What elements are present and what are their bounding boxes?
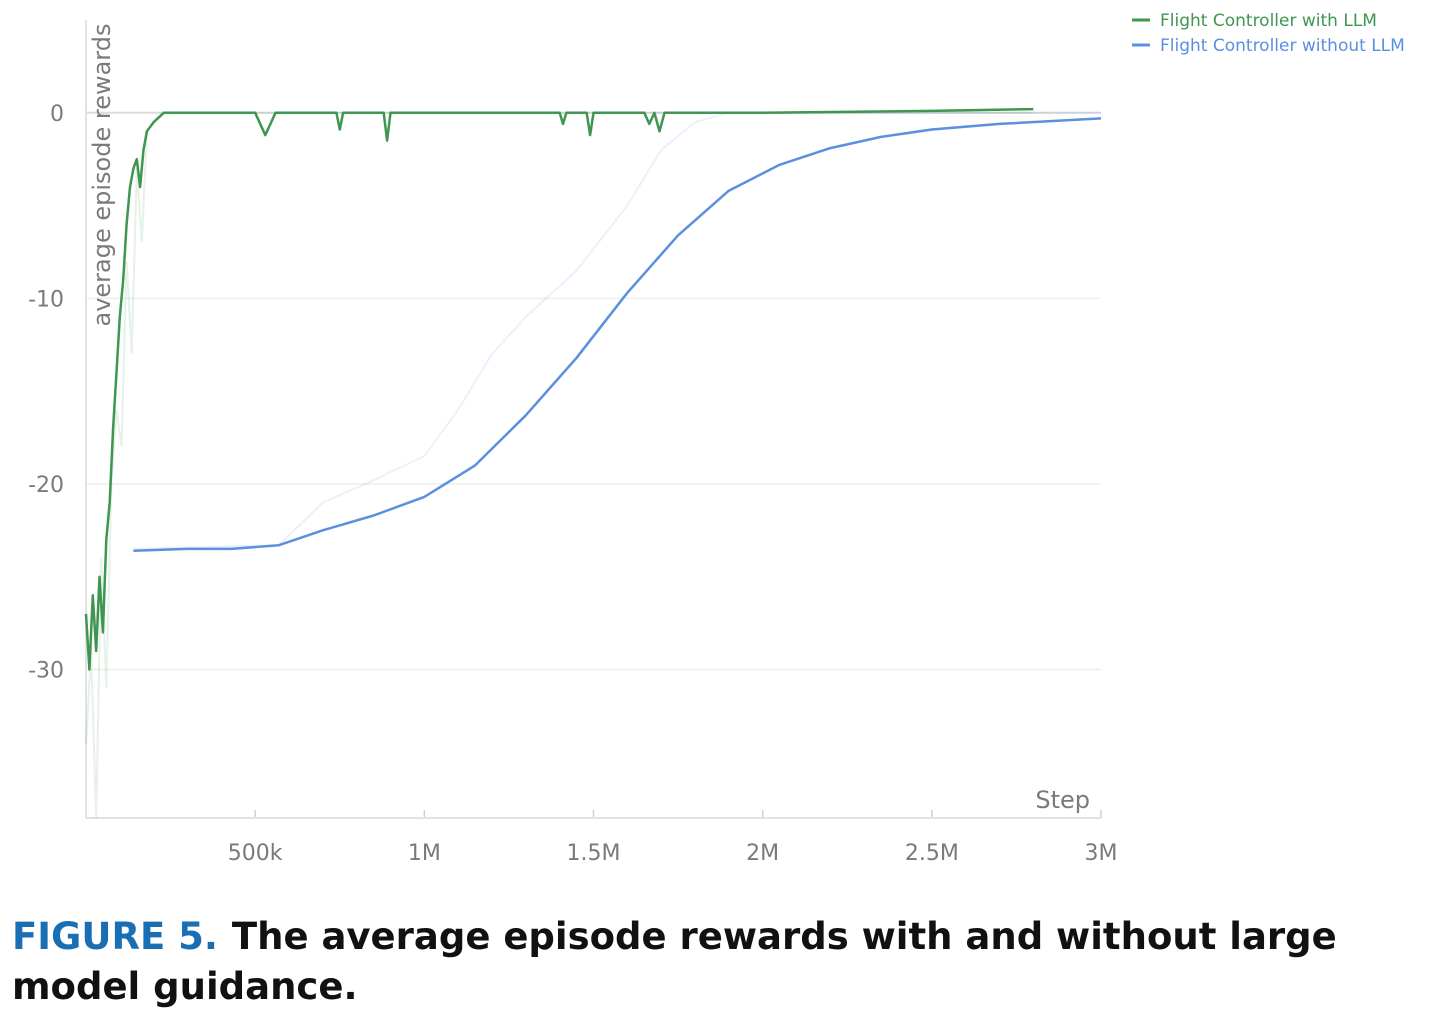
y-tick-label: -10 <box>28 287 64 312</box>
x-tick-label: 2.5M <box>905 841 959 866</box>
reward-chart: 0 -10 -20 -30 500k 1M 1.5M 2M 2.5M 3M average epi… <box>28 11 1405 866</box>
line-series-2 <box>133 117 1102 553</box>
legend: Flight Controller with LLM Flight Control… <box>1132 11 1405 56</box>
x-tick-label: 1M <box>408 841 441 866</box>
x-tick-label: 2M <box>746 841 779 866</box>
grid <box>86 111 1102 818</box>
line-series-1 <box>84 107 1034 671</box>
figure-label: FIGURE 5. <box>12 915 218 958</box>
axes <box>85 20 1101 819</box>
x-tick-label: 3M <box>1085 841 1118 866</box>
tick-labels: 0 -10 -20 -30 500k 1M 1.5M 2M 2.5M 3M <box>28 102 1117 866</box>
raw-series <box>85 111 1101 819</box>
smoothed-series <box>84 107 1102 671</box>
y-axis-label: average episode rewards <box>88 24 116 327</box>
y-tick-label: 0 <box>50 102 64 127</box>
y-tick-label: -30 <box>28 659 64 684</box>
raw-line-series-1 <box>85 111 1034 819</box>
legend-label: Flight Controller without LLM <box>1160 36 1405 56</box>
y-tick-label: -20 <box>28 473 64 498</box>
raw-line-series-2 <box>133 111 1101 550</box>
x-axis-label: Step <box>1035 786 1090 814</box>
figure-caption: FIGURE 5. The average episode rewards wit… <box>12 912 1422 1012</box>
legend-label: Flight Controller with LLM <box>1160 11 1377 31</box>
x-tick-label: 1.5M <box>567 841 621 866</box>
caption-text: The average episode rewards with and wit… <box>12 915 1337 1008</box>
x-tick-label: 500k <box>228 841 283 866</box>
